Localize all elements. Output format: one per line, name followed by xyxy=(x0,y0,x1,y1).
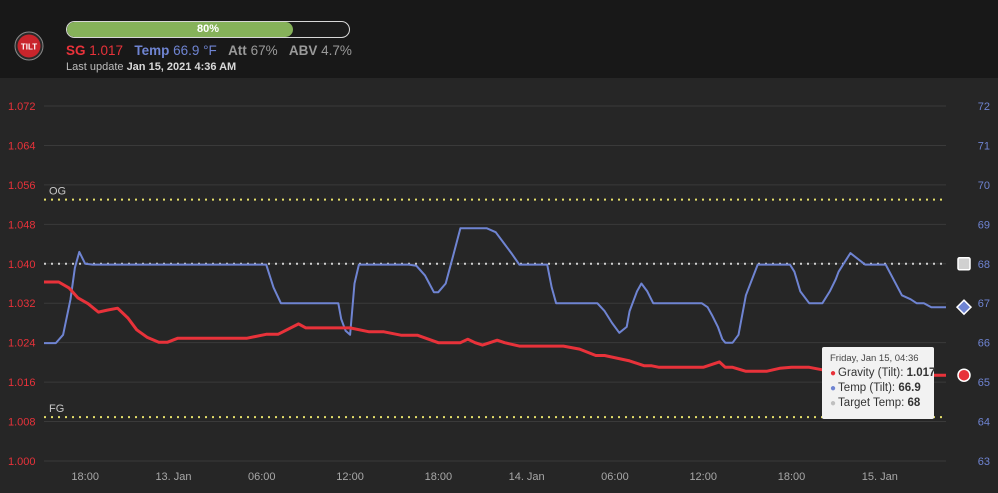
last-update-label: Last update xyxy=(66,61,124,73)
x-tick-label: 14. Jan xyxy=(509,471,545,483)
y-left-tick-label: 1.040 xyxy=(8,259,36,271)
progress-fill xyxy=(67,22,293,37)
last-update: Last update Jan 15, 2021 4:36 AM xyxy=(66,61,236,73)
gravity-dot-icon: ● xyxy=(830,368,837,379)
tooltip-gravity-label: Gravity (Tilt): xyxy=(838,367,904,379)
last-update-value: Jan 15, 2021 4:36 AM xyxy=(126,61,237,73)
marker-target-temp xyxy=(957,257,971,271)
x-tick-label: 13. Jan xyxy=(155,471,191,483)
fermentation-chart[interactable]: 1.000 63 1.008 64 1.016 65 1.024 66 1.032 67 1.040… xyxy=(0,78,998,493)
x-tick-label: 06:00 xyxy=(248,471,276,483)
plot-line-label: OG xyxy=(49,186,66,198)
tooltip-temp-value: 66.9 xyxy=(898,382,921,394)
svg-text:TILT: TILT xyxy=(21,43,37,52)
series-temp-tilt xyxy=(44,227,946,345)
x-tick-label: 06:00 xyxy=(601,471,629,483)
tooltip-row-temp: ● Temp (Tilt): 66.9 xyxy=(830,381,926,396)
x-tick-label: 12:00 xyxy=(689,471,717,483)
reading-stats: SG 1.017 Temp 66.9 °F Att 67% ABV 4.7% xyxy=(66,43,352,58)
y-right-tick-label: 65 xyxy=(978,377,990,389)
temp-value: 66.9 °F xyxy=(173,43,217,58)
y-left-tick-label: 1.016 xyxy=(8,377,36,389)
y-right-tick-label: 64 xyxy=(978,417,990,429)
tilt-logo-icon: TILT xyxy=(14,31,44,61)
target-dot-icon: ● xyxy=(830,398,837,409)
x-tick-label: 12:00 xyxy=(336,471,364,483)
y-right-tick-label: 71 xyxy=(978,140,990,152)
y-left-tick-label: 1.032 xyxy=(8,298,36,310)
y-left-tick-label: 1.064 xyxy=(8,140,36,152)
x-tick-label: 18:00 xyxy=(71,471,99,483)
tooltip-temp-label: Temp (Tilt): xyxy=(838,382,896,394)
plot-line-label: FG xyxy=(49,403,64,415)
y-right-tick-label: 70 xyxy=(978,180,990,192)
series-gravity-tilt xyxy=(44,280,946,377)
y-left-tick-label: 1.008 xyxy=(8,417,36,429)
x-tick-label: 15. Jan xyxy=(862,471,898,483)
y-right-tick-label: 67 xyxy=(978,298,990,310)
y-left-tick-label: 1.048 xyxy=(8,219,36,231)
temp-label: Temp xyxy=(134,43,170,58)
abv-label: ABV xyxy=(288,43,318,58)
marker-gravity-tilt xyxy=(957,368,971,382)
y-left-tick-label: 1.000 xyxy=(8,456,36,468)
sg-label: SG xyxy=(66,43,86,58)
header-bar: TILT 80% SG 1.017 Temp 66.9 °F Att 67% A… xyxy=(0,0,998,78)
chart-tooltip: Friday, Jan 15, 04:36 ● Gravity (Tilt): 1… xyxy=(822,347,935,419)
tooltip-target-label: Target Temp: xyxy=(838,397,905,409)
y-left-tick-label: 1.072 xyxy=(8,101,36,113)
y-left-tick-label: 1.056 xyxy=(8,180,36,192)
att-value: 67% xyxy=(250,43,278,58)
abv-value: 4.7% xyxy=(321,43,352,58)
tooltip-target-value: 68 xyxy=(907,397,921,409)
tooltip-row-gravity: ● Gravity (Tilt): 1.017 xyxy=(830,366,935,381)
y-right-tick-label: 69 xyxy=(978,219,990,231)
marker-temp-tilt xyxy=(955,299,973,316)
y-right-tick-label: 68 xyxy=(978,259,990,271)
att-label: Att xyxy=(228,43,247,58)
tooltip-gravity-value: 1.017 xyxy=(906,367,936,379)
y-right-tick-label: 72 xyxy=(978,101,990,113)
y-right-tick-label: 63 xyxy=(978,456,990,468)
progress-label: 80% xyxy=(196,23,220,35)
y-left-tick-label: 1.024 xyxy=(8,338,36,350)
x-tick-label: 18:00 xyxy=(778,471,806,483)
y-right-tick-label: 66 xyxy=(978,338,990,350)
fermentation-progress-bar: 80% xyxy=(66,21,350,38)
x-tick-label: 18:00 xyxy=(425,471,453,483)
sg-value: 1.017 xyxy=(89,43,124,58)
temp-dot-icon: ● xyxy=(830,383,837,394)
tooltip-date: Friday, Jan 15, 04:36 xyxy=(830,353,919,364)
tooltip-row-target: ● Target Temp: 68 xyxy=(830,396,926,411)
